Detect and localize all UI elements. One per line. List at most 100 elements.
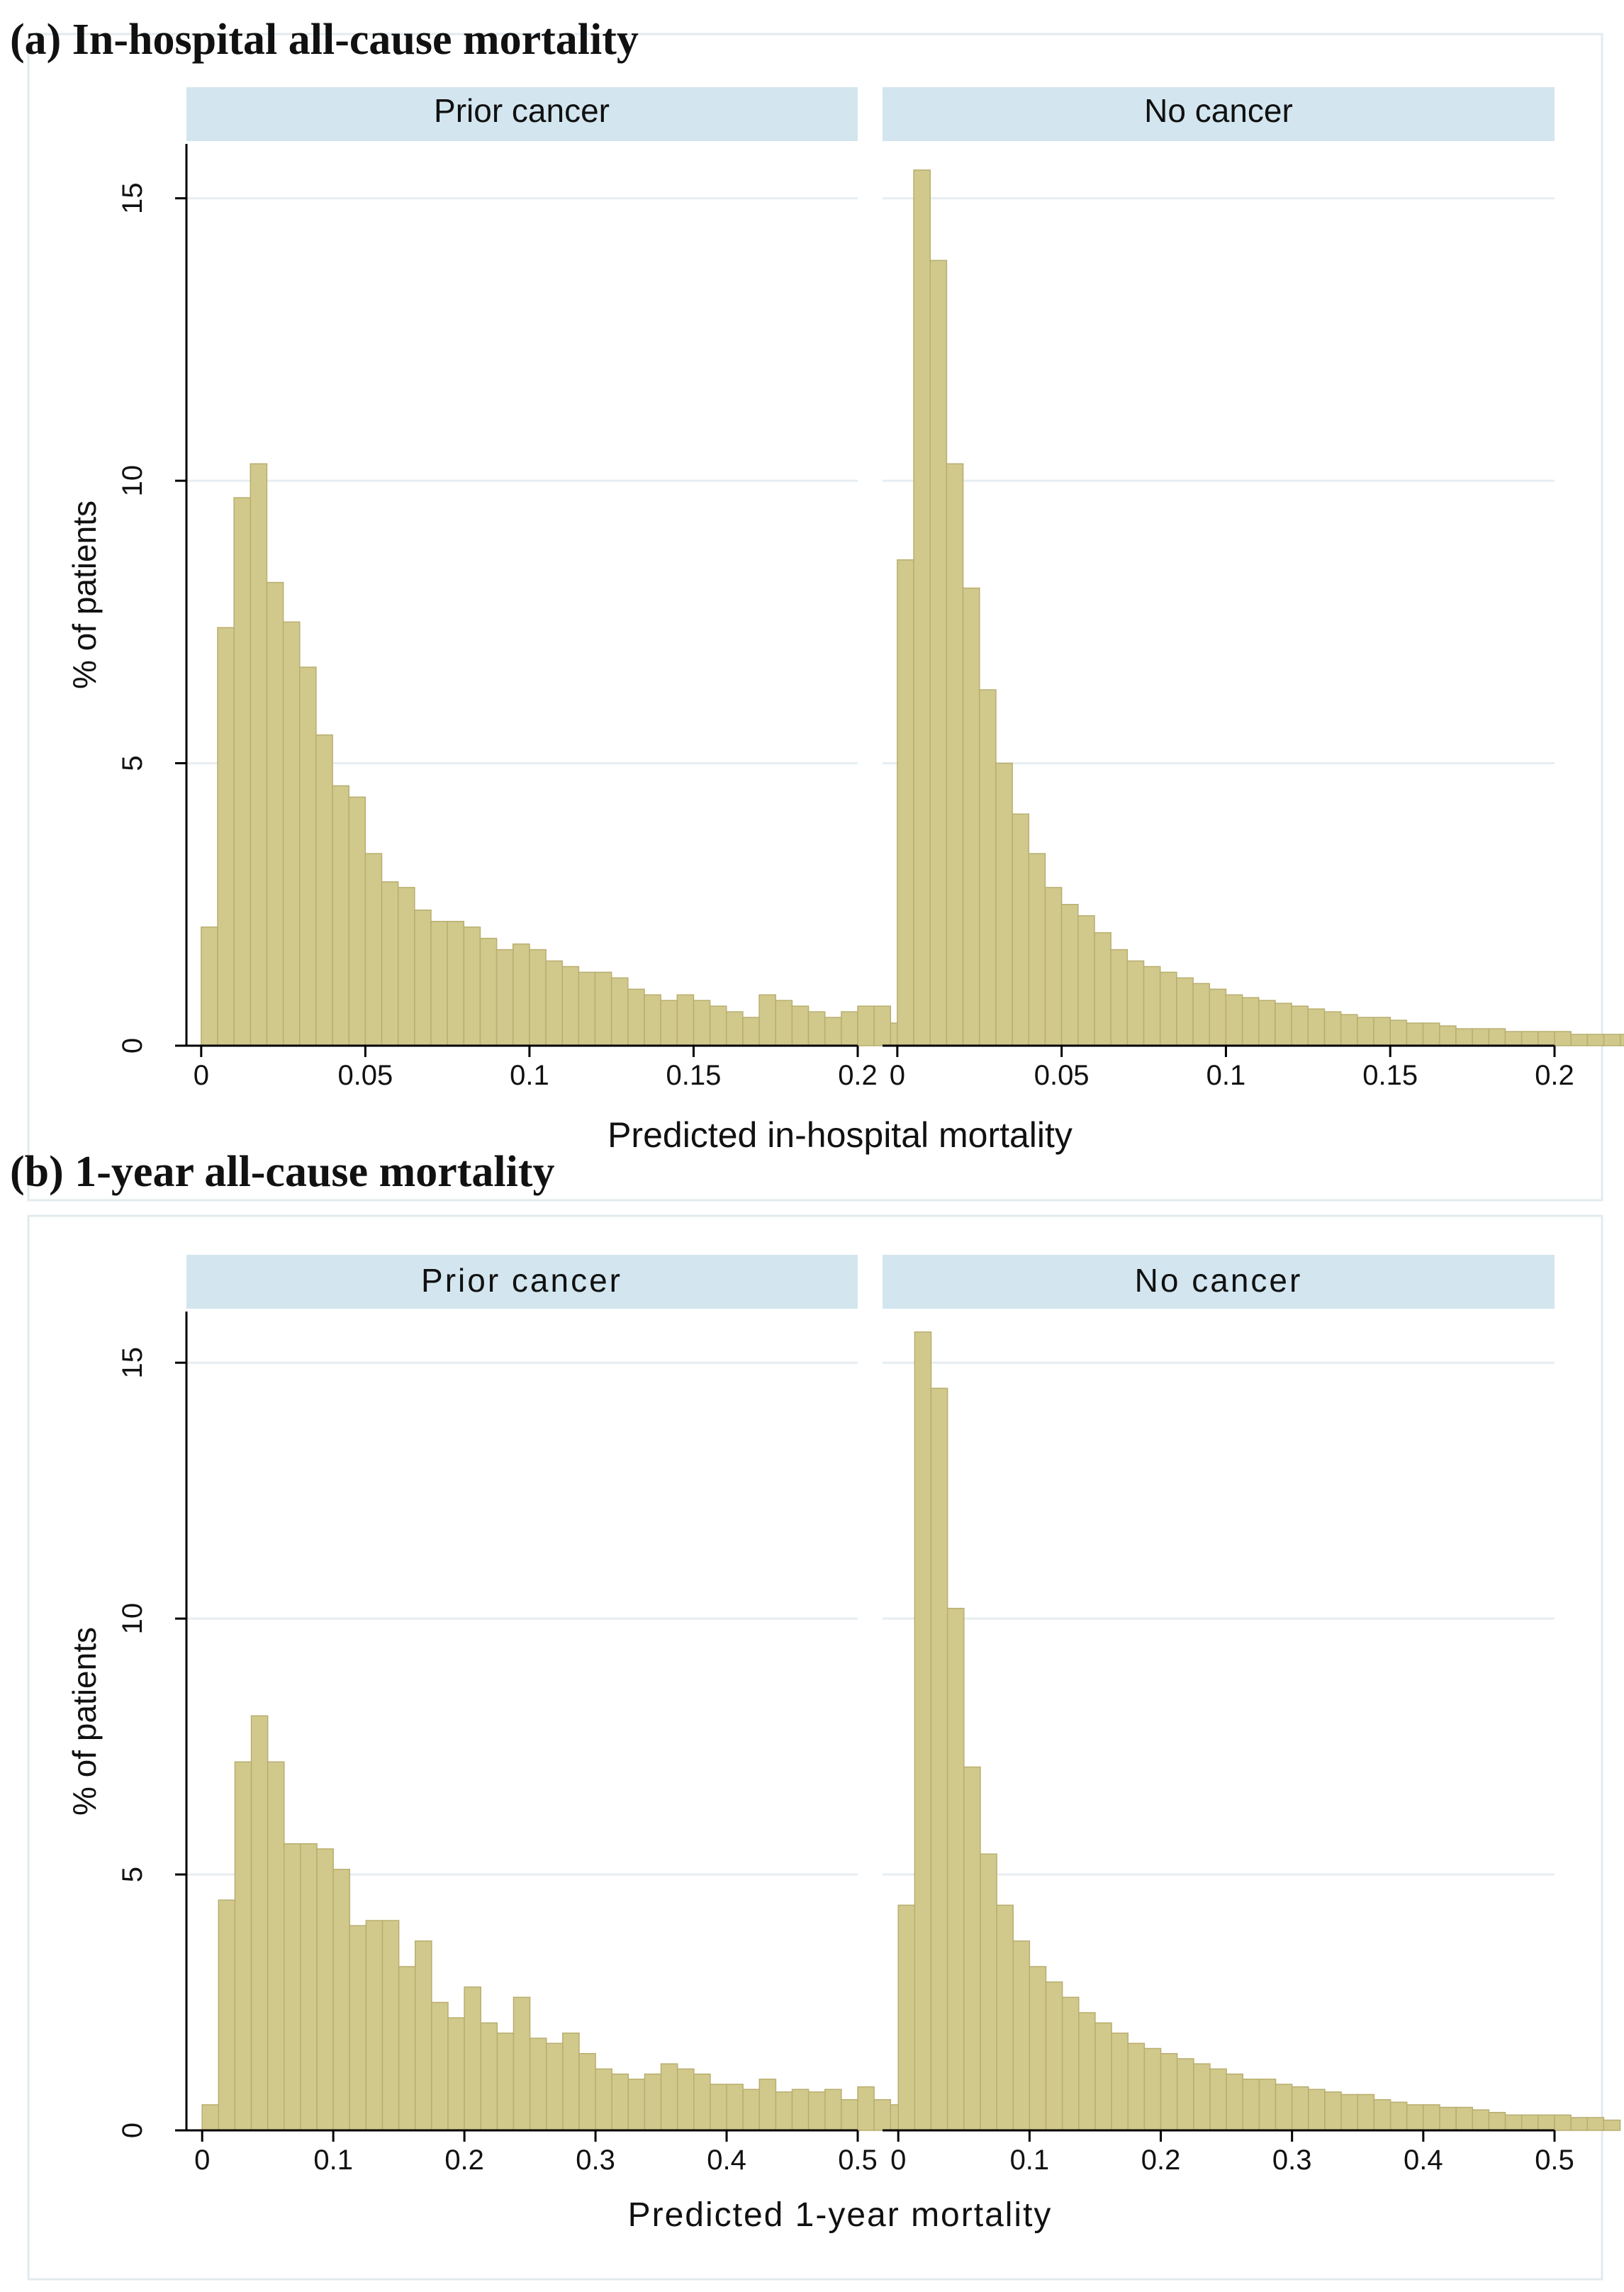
bar-a-p0-0 [201,926,218,1046]
xtick-label-b-p0-4: 0.4 [707,2145,746,2176]
bar-b-p1-32 [1423,2104,1440,2131]
bar-a-p0-15 [447,920,465,1046]
bar-a-p1-13 [1110,949,1129,1046]
bar-b-p1-38 [1521,2114,1539,2131]
xtick-label-b-p0-3: 0.3 [576,2145,615,2176]
bar-b-p0-9 [349,1925,367,2131]
bar-b-p0-32 [726,2084,744,2131]
bar-b-p1-20 [1226,2073,1244,2131]
bar-a-p1-16 [1159,971,1177,1046]
bar-a-p0-34 [758,994,776,1046]
bar-b-p0-3 [250,1715,269,2131]
xtick-label-a-p0-0: 0 [194,1060,209,1091]
bar-a-p1-17 [1176,977,1194,1046]
bar-a-p0-14 [430,920,448,1046]
bar-a-p0-38 [824,1017,842,1046]
bar-a-p1-26 [1323,1011,1342,1046]
bar-a-p1-24 [1291,1005,1309,1046]
bar-b-p1-2 [930,1387,948,2131]
bar-b-p0-26 [627,2079,646,2131]
bar-b-p1-33 [1439,2106,1457,2131]
bar-a-p1-25 [1307,1008,1326,1046]
ylabel-b: % of patients [66,1627,103,1816]
bar-a-p0-12 [397,887,415,1046]
ytick-label-b-2: 10 [117,1603,148,1635]
bar-b-p0-17 [480,2022,498,2131]
bar-b-p0-24 [595,2068,612,2131]
bar-b-p0-8 [332,1869,351,2131]
bar-a-p0-40 [857,1005,875,1046]
xtick-label-a-p1-2: 0.1 [1206,1060,1246,1091]
bar-a-p0-6 [299,666,317,1046]
bar-b-p0-14 [431,2001,449,2131]
bar-a-p1-29 [1373,1017,1391,1046]
bar-b-p1-40 [1554,2114,1572,2131]
xticks-b: 0 0.1 0.2 0.3 0.4 0.5 0 0.1 0.2 0.3 0.4 0.5 [194,2130,1574,2176]
bar-b-p1-36 [1488,2111,1506,2131]
bar-a-p0-11 [381,881,399,1046]
bar-a-p1-32 [1422,1022,1440,1046]
bar-a-p1-20 [1225,994,1243,1046]
bars-a [201,169,1624,1046]
bar-a-p0-3 [250,463,268,1046]
bar-a-p0-19 [513,943,530,1046]
bar-b-p0-5 [284,1843,301,2131]
bar-a-p1-8 [1028,853,1046,1046]
bar-b-p0-39 [841,2098,858,2131]
bar-b-p0-16 [464,1986,481,2131]
bar-a-p0-1 [217,627,235,1046]
bar-b-p0-25 [611,2073,629,2131]
bar-b-p1-3 [946,1607,965,2131]
bar-b-p1-31 [1406,2104,1424,2131]
strip-label-a-nocancer: No cancer [1144,92,1293,129]
bar-a-p1-3 [946,463,964,1046]
bar-a-p0-7 [315,734,333,1046]
strip-b-nocancer [883,1255,1555,1309]
xtick-label-b-p0-0: 0 [194,2145,210,2176]
bar-a-p1-10 [1060,904,1079,1046]
xlabel-b: Predicted 1-year mortality [628,2196,1053,2234]
subfigure-a: Prior cancer No cancer 0 5 10 15 0 0.05 0.1 0.… [10,16,1624,1155]
bar-b-p0-36 [791,2089,810,2131]
bar-b-p0-20 [529,2037,547,2131]
bar-b-p1-15 [1143,2047,1162,2131]
ytick-label-b-3: 15 [117,1347,148,1379]
yticks-b: 0 5 10 15 [117,1347,186,2138]
bar-a-p1-0 [897,559,914,1046]
bar-a-p1-23 [1275,1002,1292,1046]
bar-b-p1-39 [1538,2114,1555,2131]
bar-b-p1-0 [897,1904,916,2131]
bar-b-p1-41 [1570,2117,1589,2131]
bar-a-p1-36 [1488,1028,1506,1046]
bar-a-p1-41 [1570,1034,1589,1046]
xtick-label-a-p1-0: 0 [890,1060,905,1091]
bar-a-p1-21 [1241,997,1260,1046]
bar-a-p1-12 [1094,932,1111,1046]
ytick-label-a-1: 5 [117,755,148,771]
bar-b-p1-28 [1357,2093,1375,2131]
ytick-label-b-0: 0 [117,2123,148,2138]
strip-label-b-prior: Prior cancer [421,1262,622,1299]
bar-b-p0-33 [742,2089,761,2131]
bar-b-p0-0 [201,2104,220,2131]
bar-a-p0-32 [726,1011,744,1046]
xtick-label-b-p0-5: 0.5 [838,2145,878,2176]
bar-a-p1-42 [1586,1034,1605,1046]
bar-b-p1-13 [1111,2033,1129,2131]
bar-a-p0-29 [676,994,695,1046]
bar-b-p1-19 [1209,2068,1227,2131]
bar-b-p0-4 [267,1761,285,2131]
bar-a-p1-43 [1603,1034,1621,1046]
bar-a-p0-9 [348,796,366,1046]
xtick-label-a-p0-3: 0.15 [666,1060,722,1091]
xlabel-a: Predicted in-hospital mortality [607,1115,1073,1155]
bar-a-p1-37 [1504,1031,1523,1046]
bar-a-p0-8 [332,785,349,1046]
bar-a-p1-38 [1521,1031,1539,1046]
xtick-label-b-p1-1: 0.1 [1010,2145,1050,2176]
bar-b-p1-34 [1455,2106,1474,2131]
bar-a-p0-41 [873,1005,892,1046]
bar-b-p1-5 [980,1853,997,2131]
bar-b-p0-38 [824,2089,842,2131]
bar-b-p0-19 [513,1996,531,2131]
